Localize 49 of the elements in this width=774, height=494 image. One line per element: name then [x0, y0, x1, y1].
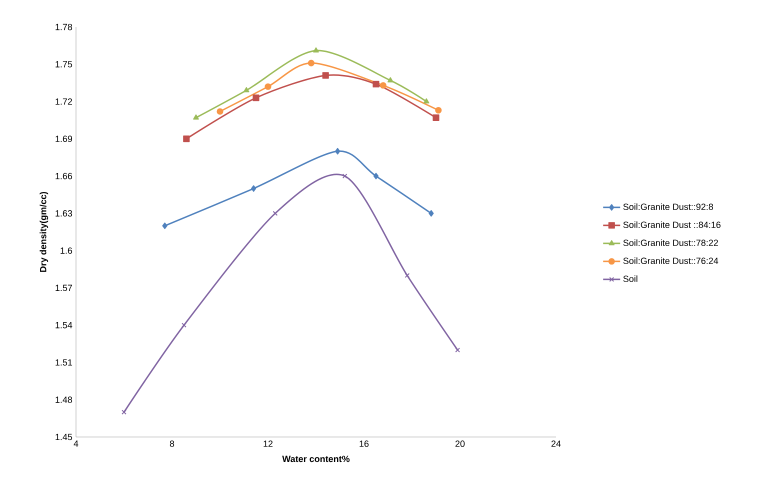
y-tick-label: 1.54 [56, 322, 72, 328]
y-tick-label: 1.72 [56, 98, 72, 105]
y-axis-title: Dry density(gm/cc) [40, 192, 48, 272]
point [162, 222, 168, 230]
y-tick-label: 1.63 [56, 210, 72, 217]
y-tick-label: 1.51 [56, 359, 72, 366]
point [308, 60, 314, 66]
point [342, 174, 348, 179]
y-tick-label: 1.6 [60, 247, 72, 254]
point [251, 185, 256, 192]
point [432, 114, 440, 121]
point [252, 94, 260, 102]
point [423, 98, 430, 104]
legend-label: Soil:Granite Dust::92:8 [623, 203, 714, 210]
x-tick-label: 16 [360, 440, 369, 447]
point [373, 172, 379, 180]
x-tick-label: 20 [455, 440, 465, 447]
point [264, 83, 272, 90]
point [335, 148, 340, 155]
point [216, 108, 224, 115]
point [380, 82, 386, 89]
y-tick-label: 1.45 [56, 434, 72, 440]
y-tick-label: 1.66 [56, 172, 72, 180]
point [435, 106, 442, 114]
y-tick-label: 1.75 [56, 61, 72, 68]
point [313, 47, 319, 52]
y-tick-label: 1.57 [56, 284, 72, 292]
x-tick-label: 8 [170, 440, 174, 447]
point [372, 80, 380, 88]
point [387, 77, 394, 82]
point [182, 322, 186, 328]
x-tick-label: 12 [264, 440, 273, 447]
point [322, 72, 329, 79]
x-tick-label: 24 [551, 440, 561, 447]
y-tick-label: 1.48 [56, 396, 72, 403]
legend-label: Soil:Granite Dust ::84:16 [623, 221, 721, 228]
point [183, 136, 190, 142]
point [404, 273, 410, 278]
point [243, 87, 250, 92]
legend-label: Soil:Granite Dust::76:24 [623, 257, 718, 264]
point [428, 210, 434, 217]
x-tick-label: 4 [74, 440, 78, 447]
legend-label: Soil:Granite Dust::78:22 [623, 239, 718, 246]
point [272, 210, 278, 216]
x-axis-title: Water content% [282, 456, 350, 462]
y-tick-label: 1.78 [56, 24, 72, 30]
point [193, 114, 199, 120]
y-tick-label: 1.69 [56, 136, 72, 142]
legend-label: Soil [623, 275, 638, 282]
